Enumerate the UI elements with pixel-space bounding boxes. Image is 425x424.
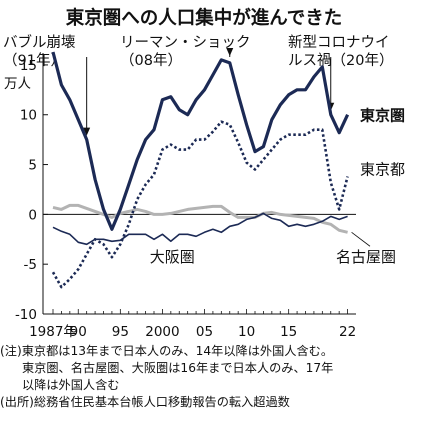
y-axis-unit: 万人 [4, 76, 31, 92]
y-axis: 15 10 5 0 -5 -10 万人 [4, 53, 356, 323]
label-leader-line [351, 231, 371, 247]
series-label: 東京都 [360, 161, 405, 179]
series-line-名古屋圏 [52, 203, 348, 234]
x-tick-label: 22 [339, 324, 356, 340]
x-tick-label: 10 [238, 324, 255, 340]
y-tick-label: 15 [20, 58, 37, 74]
series-layer [51, 51, 350, 289]
y-tick-label: -5 [24, 257, 37, 273]
y-tick-label: -10 [15, 307, 37, 323]
series-label: 名古屋圏 [336, 248, 396, 266]
series-line-大阪圏 [52, 212, 348, 246]
annotation-text: ルス禍（20年） [288, 52, 393, 69]
note-line-3: 以降は外国人含む [22, 378, 120, 392]
y-tick-label: 5 [28, 158, 37, 174]
x-tick-label: 2000 [145, 324, 179, 340]
annotation-text: （08年） [120, 52, 182, 69]
x-tick-label: 15 [280, 324, 297, 340]
x-tick-label: 05 [196, 324, 213, 340]
annotation-text: リーマン・ショック [120, 34, 251, 51]
series-line-東京都 [51, 120, 349, 289]
note-line-1: (注)東京都は13年まで日本人のみ、14年以降は外国人含む。 [0, 344, 334, 358]
source-note: (出所)総務省住民基本台帳人口移動報告の転入超過数 [0, 395, 290, 409]
x-tick-label: 90 [70, 324, 87, 340]
note-line-2: 東京圏、名古屋圏、大阪圏は16年まで日本人のみ、17年 [22, 361, 334, 375]
chart-notes: (注)東京都は13年まで日本人のみ、14年以降は外国人含む。 東京圏、名古屋圏、… [0, 343, 425, 411]
x-tick-label: 95 [112, 324, 129, 340]
series-label: 大阪圏 [150, 248, 195, 266]
y-tick-label: 10 [20, 108, 37, 124]
y-tick-label: 0 [28, 207, 37, 223]
line-chart: 東京圏への人口集中が進んできた バブル崩壊（91年） リーマン・ショック（08年）… [3, 7, 405, 340]
annotation-text: （91年） [3, 52, 65, 69]
annotation-text: バブル崩壊 [3, 33, 76, 51]
annotation-text: 新型コロナウイ [288, 34, 390, 51]
chart-title: 東京圏への人口集中が進んできた [66, 7, 343, 29]
x-tick-label: 1987年 [29, 324, 77, 340]
annotation-arrowhead [83, 127, 91, 136]
annotation-arrowhead [226, 47, 234, 56]
series-line-東京圏 [51, 51, 350, 231]
series-label: 東京圏 [360, 107, 405, 125]
